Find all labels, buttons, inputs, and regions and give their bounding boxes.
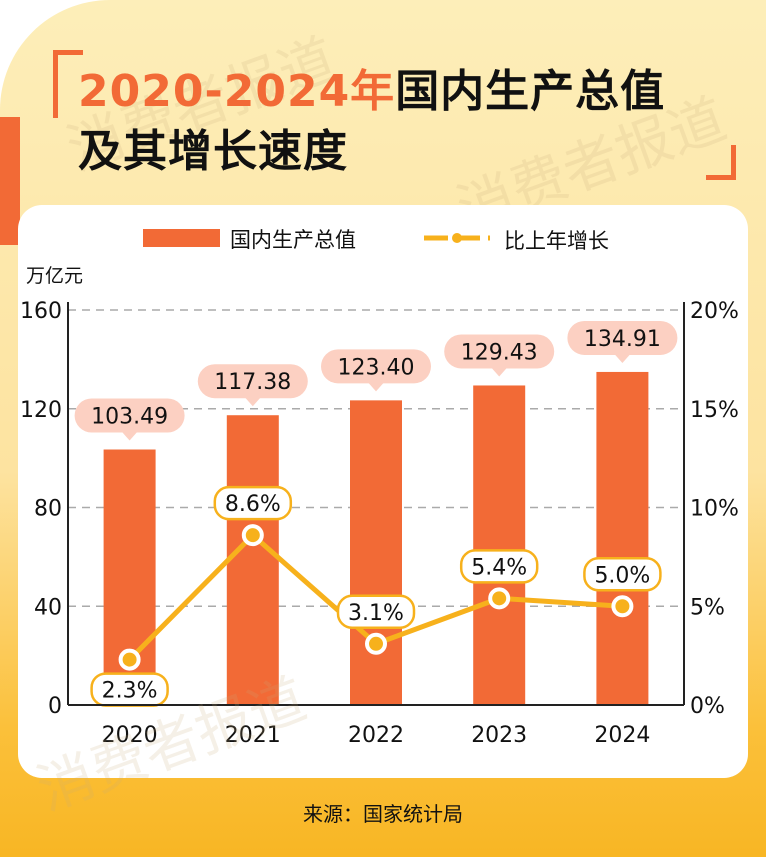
bar-value-label: 129.43: [461, 340, 538, 365]
right-tick-label: 10%: [690, 497, 739, 522]
left-tick-label: 0: [48, 694, 62, 719]
bar-label-pointer: [614, 353, 631, 363]
legend-bar-label: 国内生产总值: [230, 228, 356, 252]
bracket-top-left: [53, 50, 83, 118]
legend: 国内生产总值 比上年增长: [143, 228, 609, 253]
legend-bar-swatch: [143, 229, 220, 247]
bracket-bottom-right: [706, 145, 736, 180]
bar-label-bubble: [197, 364, 308, 399]
title-highlight: 2020-2024年: [78, 66, 396, 117]
left-tick-label: 40: [34, 595, 62, 620]
page-title: 2020-2024年国内生产总值 及其增长速度: [78, 62, 665, 182]
bar-label-bubble: [567, 320, 678, 355]
growth-point: [118, 648, 141, 671]
x-tick-label: 2024: [594, 723, 650, 748]
right-tick-label: 15%: [690, 398, 739, 423]
left-tick-label: 120: [20, 398, 62, 423]
right-tick-label: 0%: [690, 694, 725, 719]
bar-label-pointer: [368, 382, 384, 392]
growth-value-label: 5.0%: [594, 563, 650, 588]
right-tick-label: 5%: [690, 595, 725, 620]
growth-label-box: [213, 485, 293, 521]
bar-value-label: 123.40: [338, 355, 415, 380]
x-tick-label: 2023: [471, 723, 527, 748]
left-tick-label: 160: [20, 299, 62, 324]
legend-line-marker: [452, 233, 462, 243]
bar-label-bubble: [444, 334, 555, 369]
bar-label-bubble: [321, 349, 431, 384]
bar-value-label: 103.49: [91, 405, 168, 430]
bar: [226, 415, 279, 705]
growth-point: [241, 524, 264, 547]
left-axis-unit: 万亿元: [26, 265, 83, 287]
left-tick-label: 80: [34, 497, 62, 522]
growth-point: [365, 632, 387, 655]
title-line2: 及其增长速度: [78, 126, 348, 177]
growth-value-label: 2.3%: [102, 679, 158, 704]
accent-bar: [0, 117, 20, 245]
growth-value-label: 5.4%: [471, 555, 527, 580]
source-note: 来源：国家统计局: [303, 802, 463, 826]
growth-point: [488, 587, 511, 610]
growth-value-label: 3.1%: [348, 601, 404, 626]
bar-label-bubble: [74, 398, 185, 433]
title-line1: 国内生产总值: [395, 66, 666, 117]
bar-value-label: 117.38: [214, 370, 291, 395]
bar-label-pointer: [491, 367, 508, 377]
bar-label-pointer: [121, 431, 138, 441]
bar-label-pointer: [244, 397, 261, 407]
legend-line-label: 比上年增长: [504, 229, 609, 253]
growth-label-box: [336, 594, 416, 630]
bar: [596, 371, 649, 705]
growth-label-box: [583, 557, 662, 592]
bar-value-label: 134.91: [584, 327, 661, 352]
bar: [473, 385, 526, 705]
bar: [350, 400, 402, 705]
growth-value-label: 8.6%: [225, 492, 281, 517]
x-tick-label: 2021: [225, 723, 281, 748]
x-tick-label: 2020: [102, 723, 158, 748]
right-tick-label: 20%: [690, 299, 739, 324]
growth-point: [611, 595, 634, 618]
growth-label-box: [459, 549, 539, 584]
x-tick-label: 2022: [348, 723, 404, 748]
